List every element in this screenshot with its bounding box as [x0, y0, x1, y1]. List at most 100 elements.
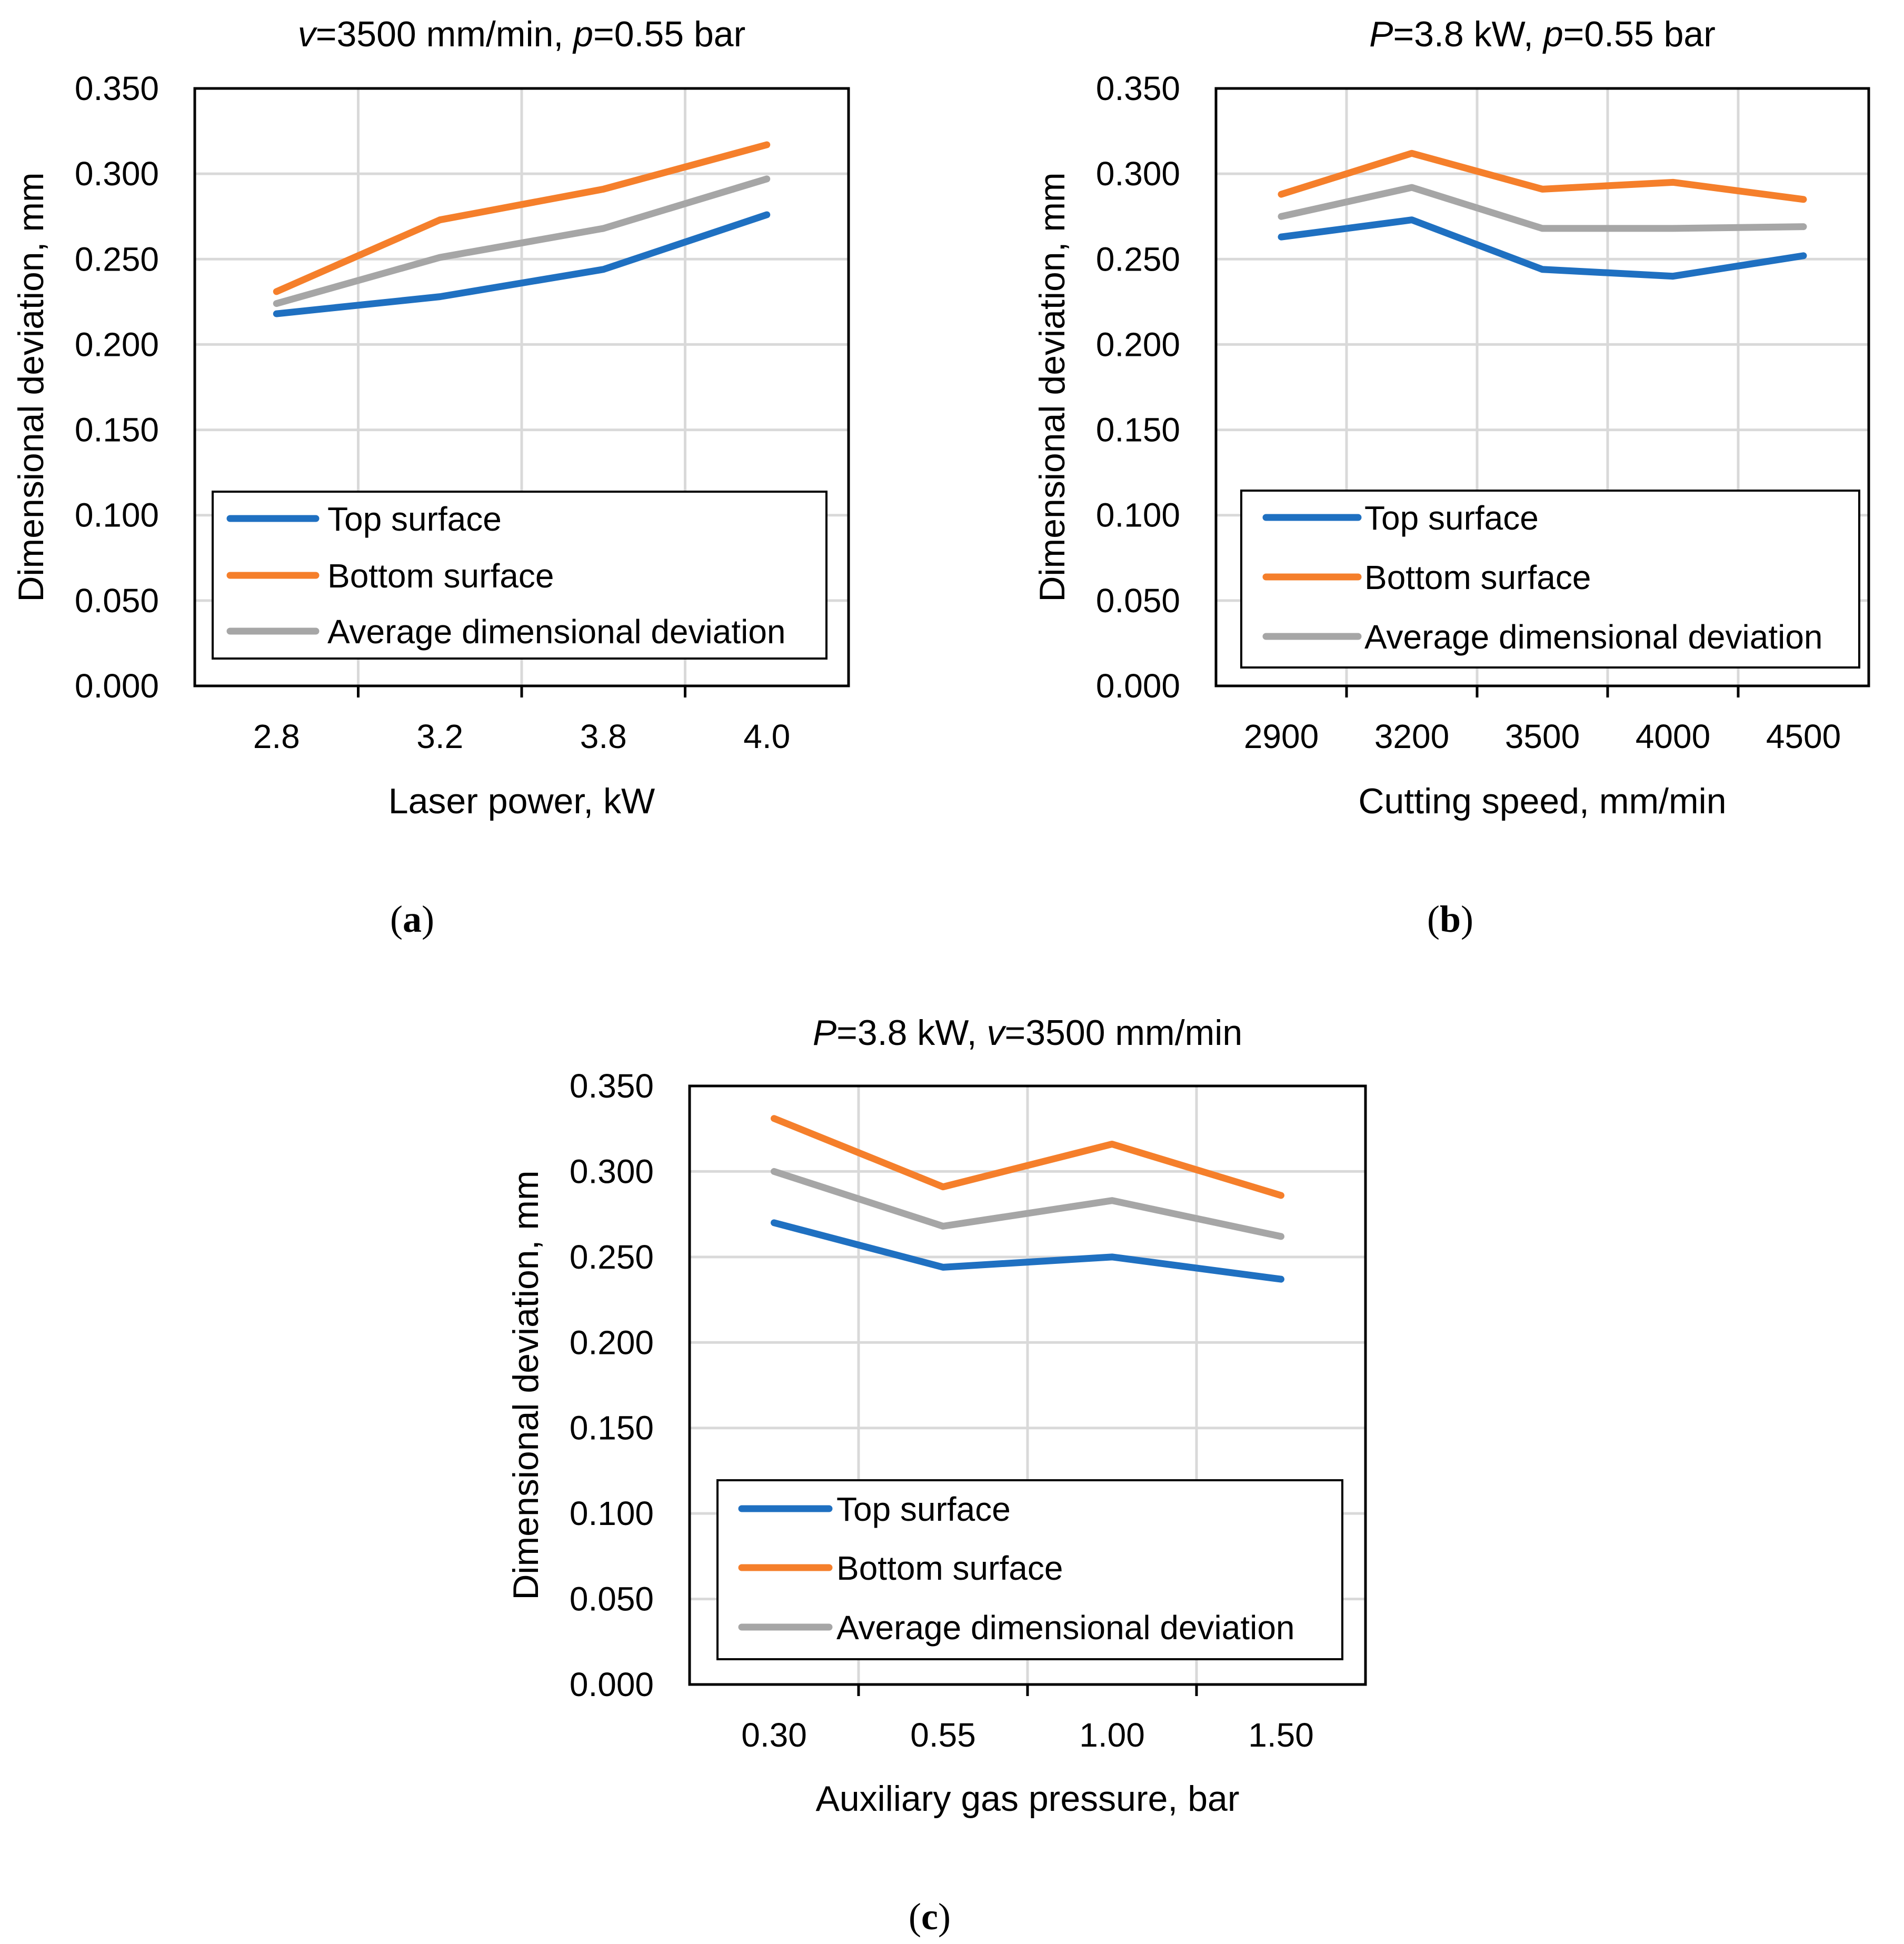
- legend-label-top: Top surface: [327, 500, 502, 538]
- data-point-bottom: [765, 143, 769, 147]
- data-point-average: [1280, 215, 1283, 218]
- x-axis-label: Cutting speed, mm/min: [1358, 781, 1726, 821]
- title-text: =0.55 bar: [1563, 14, 1716, 54]
- data-point-bottom: [1410, 152, 1413, 155]
- title-variable: v: [298, 14, 318, 54]
- data-point-bottom: [1110, 1142, 1114, 1146]
- y-tick-label: 0.250: [570, 1238, 654, 1276]
- data-point-top: [941, 1265, 945, 1269]
- y-tick-label: 0.000: [75, 667, 159, 705]
- data-point-top: [765, 213, 769, 216]
- y-tick-label: 0.300: [75, 155, 159, 193]
- data-point-bottom: [602, 187, 605, 191]
- chart-title: v=3500 mm/min, p=0.55 bar: [298, 14, 745, 54]
- data-point-bottom: [1280, 193, 1283, 196]
- data-point-top: [602, 267, 605, 271]
- legend-label-bottom: Bottom surface: [1364, 559, 1591, 596]
- x-tick-label: 2900: [1244, 717, 1319, 755]
- legend: Top surface Bottom surface Average dimensi…: [1240, 490, 1860, 669]
- x-axis-label: Laser power, kW: [388, 781, 655, 821]
- legend-label-top: Top surface: [836, 1490, 1011, 1528]
- chart-panel-a: 0.000 0.050 0.100 0.150 0.200 0.250 0.300 0.350…: [11, 14, 850, 940]
- title-variable: p: [572, 14, 593, 54]
- data-point-top: [1280, 235, 1283, 239]
- y-tick-label: 0.100: [75, 496, 159, 534]
- y-tick-label: 0.350: [1096, 69, 1180, 107]
- panel-letter: a: [403, 898, 422, 940]
- chart-title: P=3.8 kW, p=0.55 bar: [1369, 14, 1716, 54]
- title-variable: P: [813, 1013, 836, 1053]
- data-point-average: [1410, 186, 1413, 190]
- title-text: =3500 mm/min: [1005, 1013, 1243, 1053]
- data-point-average: [941, 1224, 945, 1228]
- x-tick-label: 3.2: [416, 717, 463, 755]
- y-tick-label: 0.350: [570, 1067, 654, 1105]
- panel-caption: (b): [1427, 898, 1473, 940]
- y-tick-label: 0.050: [75, 582, 159, 620]
- data-point-bottom: [1671, 181, 1674, 184]
- data-point-bottom: [1279, 1193, 1283, 1197]
- data-point-bottom: [1802, 197, 1805, 201]
- series-line-bottom: [273, 141, 771, 295]
- panel-letter: b: [1440, 898, 1461, 940]
- legend: Top surface Bottom surface Average dimensi…: [212, 491, 828, 660]
- data-point-top: [1110, 1255, 1114, 1259]
- data-point-top: [1541, 267, 1544, 271]
- data-point-top: [772, 1221, 776, 1224]
- y-tick-label: 0.200: [1096, 325, 1180, 363]
- x-tick-label: 1.00: [1079, 1716, 1145, 1754]
- data-point-top: [1671, 274, 1674, 278]
- data-point-average: [438, 256, 442, 260]
- legend-label-average: Average dimensional deviation: [1364, 618, 1823, 656]
- data-point-average: [1541, 226, 1544, 230]
- x-tick-label: 3.8: [580, 717, 627, 755]
- x-tick-label: 4000: [1636, 717, 1710, 755]
- data-point-top: [438, 295, 442, 298]
- chart-title: P=3.8 kW, v=3500 mm/min: [813, 1013, 1242, 1053]
- title-text: =3.8 kW,: [1393, 14, 1543, 54]
- y-axis-label: Dimensional deviation, mm: [1032, 172, 1072, 602]
- data-point-average: [602, 226, 605, 230]
- plot-frame: [1214, 87, 1870, 687]
- data-point-top: [1802, 254, 1805, 257]
- series-line-bottom: [771, 1115, 1284, 1199]
- data-point-bottom: [941, 1185, 945, 1189]
- data-point-bottom: [438, 218, 442, 222]
- legend-label-top: Top surface: [1364, 499, 1539, 537]
- legend-label-average: Average dimensional deviation: [327, 613, 786, 651]
- y-tick-label: 0.350: [75, 69, 159, 107]
- data-point-bottom: [1541, 187, 1544, 191]
- y-tick-label: 0.100: [570, 1494, 654, 1532]
- data-point-average: [765, 177, 769, 181]
- x-tick-label: 2.8: [253, 717, 300, 755]
- data-point-bottom: [275, 290, 278, 293]
- data-point-average: [772, 1170, 776, 1173]
- data-point-top: [1279, 1278, 1283, 1281]
- y-tick-label: 0.250: [1096, 240, 1180, 278]
- y-tick-label: 0.000: [1096, 667, 1180, 705]
- chart-panel-b: 0.000 0.050 0.100 0.150 0.200 0.250 0.300 0.350…: [1032, 14, 1870, 940]
- y-tick-label: 0.100: [1096, 496, 1180, 534]
- title-text: =3500 mm/min,: [316, 14, 573, 54]
- x-tick-label: 4500: [1766, 717, 1841, 755]
- data-point-average: [275, 302, 278, 305]
- panel-caption: (c): [909, 1896, 951, 1938]
- x-tick-label: 4.0: [743, 717, 790, 755]
- x-tick-label: 1.50: [1248, 1716, 1314, 1754]
- y-tick-label: 0.150: [570, 1409, 654, 1447]
- series-line-average: [771, 1168, 1284, 1240]
- y-tick-label: 0.150: [75, 411, 159, 449]
- y-tick-label: 0.000: [570, 1666, 654, 1703]
- y-tick-label: 0.150: [1096, 411, 1180, 449]
- legend-label-average: Average dimensional deviation: [836, 1609, 1295, 1647]
- data-point-bottom: [772, 1116, 776, 1120]
- y-tick-label: 0.050: [570, 1580, 654, 1618]
- legend-label-bottom: Bottom surface: [327, 557, 554, 595]
- title-text: =3.8 kW,: [836, 1013, 986, 1053]
- y-tick-label: 0.300: [570, 1152, 654, 1190]
- x-tick-label: 3500: [1505, 717, 1580, 755]
- x-tick-label: 0.55: [910, 1716, 976, 1754]
- data-point-top: [275, 312, 278, 316]
- y-axis-label: Dimensional deviation, mm: [506, 1170, 546, 1600]
